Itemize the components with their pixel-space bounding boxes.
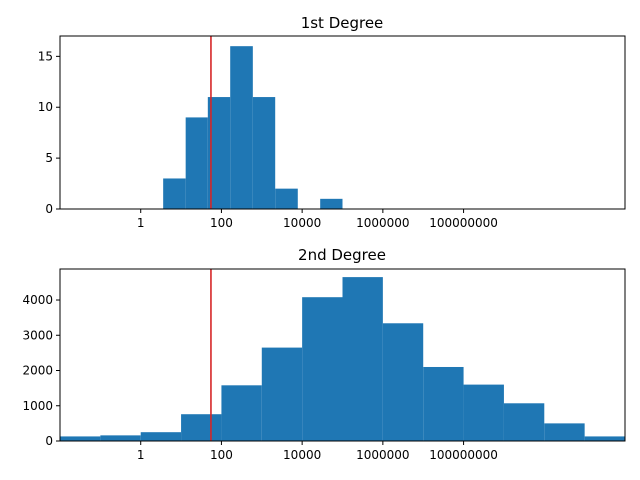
- x-axis-ticks-2: 1 100 10000 1000000 100000000: [137, 441, 498, 462]
- y-tick-label: 1000: [22, 399, 53, 413]
- histogram-bar: [207, 97, 231, 209]
- histogram-bar: [252, 97, 276, 209]
- histogram-bar: [60, 436, 101, 441]
- panel-title-1: 1st Degree: [301, 14, 384, 32]
- x-tick-label: 100000000: [429, 216, 498, 230]
- x-tick-label: 100: [210, 448, 233, 462]
- y-tick-label: 4000: [22, 293, 53, 307]
- axes-frame-2: [59, 268, 626, 442]
- histogram-bar: [503, 403, 545, 441]
- histogram-bar: [342, 277, 383, 441]
- histogram-bar: [181, 414, 222, 441]
- panel-title-2: 2nd Degree: [298, 246, 386, 264]
- histogram-bar: [140, 432, 182, 441]
- x-axis-ticks-1: 1 100 10000 1000000 100000000: [137, 209, 498, 230]
- histogram-bar: [163, 178, 186, 209]
- x-tick-label: 100000000: [429, 448, 498, 462]
- y-tick-label: 2000: [22, 364, 53, 378]
- y-tick-label: 0: [45, 434, 53, 448]
- histogram-bar: [302, 297, 343, 441]
- x-tick-label: 100: [210, 216, 233, 230]
- x-tick-label: 1: [137, 448, 145, 462]
- histogram-bar: [320, 198, 343, 209]
- y-tick-label: 15: [38, 49, 53, 63]
- y-tick-label: 10: [38, 100, 53, 114]
- bars-2nd-degree: [60, 277, 625, 441]
- histogram-bar: [221, 385, 262, 441]
- histogram-bar: [382, 323, 424, 441]
- y-axis-ticks-1: 0 5 10 15: [38, 49, 60, 216]
- histogram-bar: [544, 423, 585, 441]
- x-tick-label: 1000000: [356, 448, 409, 462]
- panel-2nd-degree: 2nd Degree 1 100 10000 1000000 100000000 0 10…: [22, 246, 626, 462]
- histogram-bar: [584, 436, 625, 441]
- y-axis-ticks-2: 0 1000 2000 3000 4000: [22, 293, 60, 448]
- x-tick-label: 1000000: [356, 216, 409, 230]
- histogram-bar: [185, 117, 208, 209]
- y-tick-label: 5: [45, 151, 53, 165]
- axes-frame-1: [59, 35, 626, 210]
- histogram-bar: [230, 46, 253, 210]
- bars-1st-degree: [163, 46, 343, 210]
- panel-1st-degree: 1st Degree 1 100 10000 1000000 100000000 0 5 1…: [38, 14, 626, 230]
- histogram-bar: [275, 188, 298, 209]
- histogram-bar: [100, 435, 141, 441]
- histogram-bar: [423, 366, 464, 441]
- histogram-bar: [463, 384, 504, 441]
- x-tick-label: 10000: [283, 448, 321, 462]
- x-tick-label: 1: [137, 216, 145, 230]
- histogram-bar: [261, 347, 303, 441]
- x-tick-label: 10000: [283, 216, 321, 230]
- y-tick-label: 3000: [22, 328, 53, 342]
- y-tick-label: 0: [45, 202, 53, 216]
